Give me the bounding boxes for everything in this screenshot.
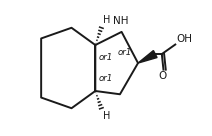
Text: H: H <box>103 111 111 121</box>
Text: or1: or1 <box>117 48 131 57</box>
Text: or1: or1 <box>99 53 113 62</box>
Text: NH: NH <box>113 16 128 26</box>
Text: O: O <box>159 71 167 81</box>
Text: or1: or1 <box>99 74 113 83</box>
Text: H: H <box>103 15 111 25</box>
Polygon shape <box>138 51 157 63</box>
Text: OH: OH <box>176 34 192 44</box>
